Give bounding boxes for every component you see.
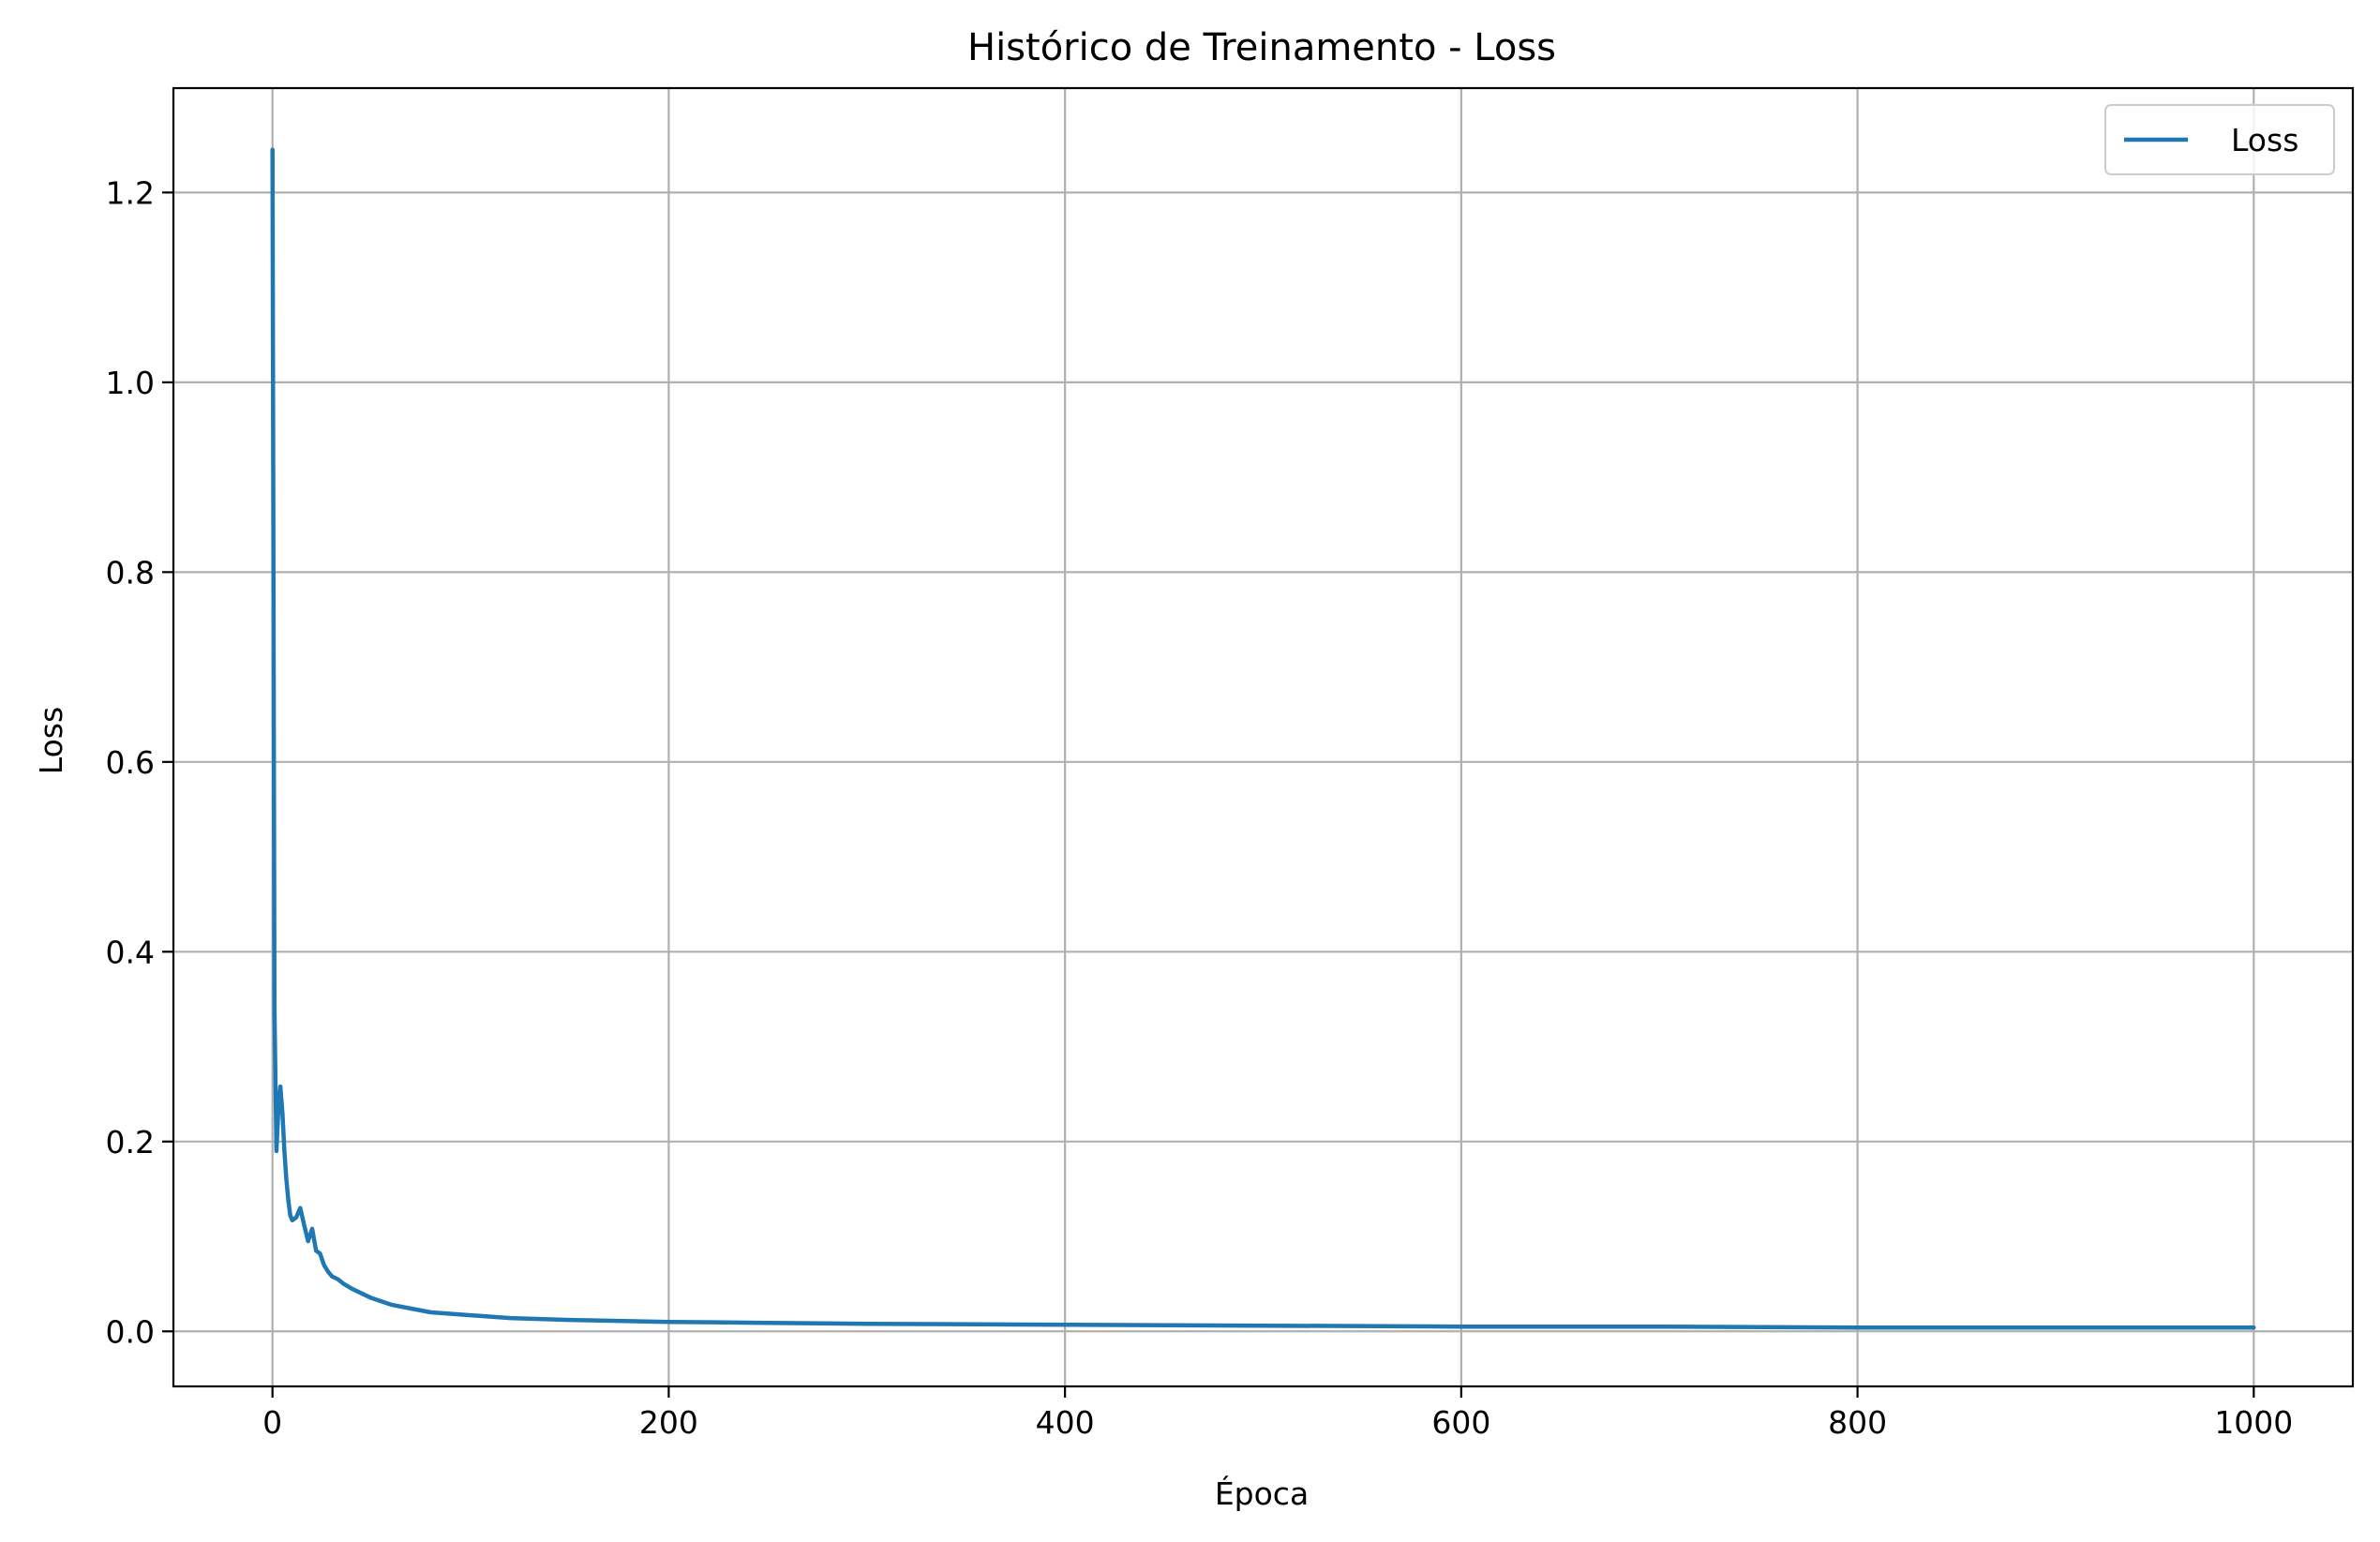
x-tick-label: 0 [262,1404,282,1441]
series-line-loss [270,147,2256,1330]
y-tick-label: 0.6 [106,744,155,781]
x-tick-label: 1000 [2214,1404,2293,1441]
x-tick-label: 200 [639,1404,698,1441]
y-tick-label: 0.4 [106,934,155,970]
legend-box [2104,104,2335,175]
series-layer [270,147,2256,1330]
plot-frame [172,86,2355,1388]
x-tick-label: 800 [1828,1404,1887,1441]
chart-title: Histórico de Treinamento - Loss [967,26,1556,69]
grid [173,88,2353,1386]
y-tick-label: 0.0 [106,1313,155,1350]
y-axis-label: Loss [33,707,69,774]
legend: Loss [2104,104,2335,175]
y-tick-label: 0.8 [106,554,155,591]
legend-label-loss: Loss [2231,122,2298,158]
y-tick-label: 1.2 [106,174,155,211]
x-tick-label: 400 [1036,1404,1095,1441]
y-tick-label: 1.0 [106,365,155,401]
x-tick-label: 600 [1431,1404,1490,1441]
tick-layer: 0 200 400 600 800 1000 0.0 0.2 0.4 0.6 0.8 1.0 1.2 [106,174,2294,1441]
y-tick-label: 0.2 [106,1124,155,1160]
x-axis-label: Época [1215,1475,1309,1512]
